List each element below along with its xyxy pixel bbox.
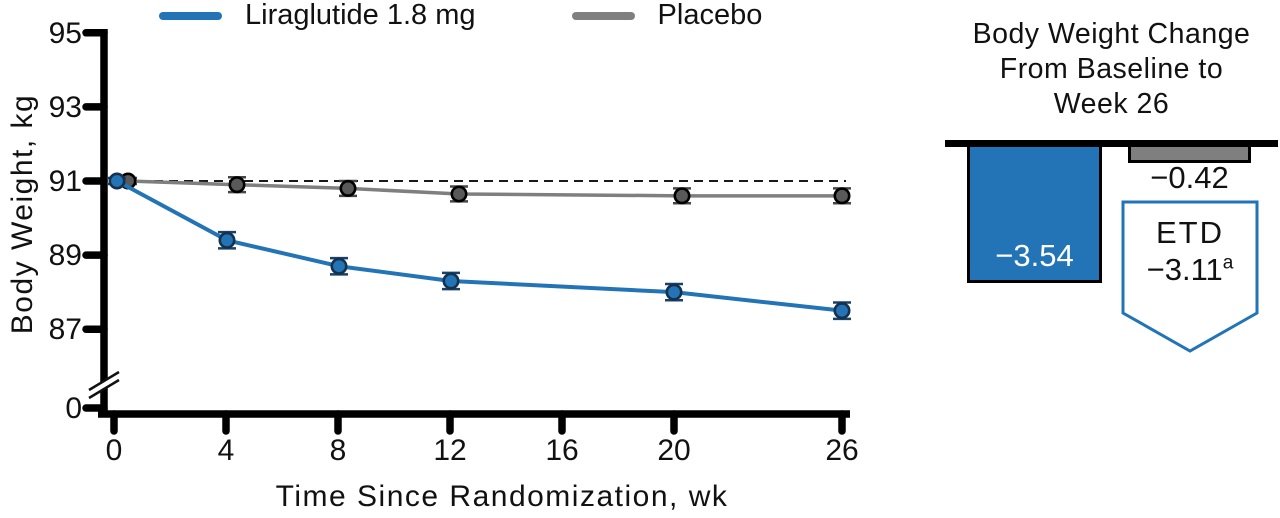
panel-title: Body Weight Change From Baseline to Week… — [943, 17, 1280, 122]
panel-title-line3: Week 26 — [1053, 88, 1170, 120]
placebo-data-point — [228, 176, 246, 194]
x-tick-label: 16 — [545, 434, 578, 467]
etd-value: −3.11 — [1146, 252, 1223, 287]
y-axis-title: Body Weight, kg — [6, 94, 39, 334]
x-axis-title: Time Since Randomization, wk — [276, 480, 729, 513]
panel-title-line1: Body Weight Change — [972, 18, 1251, 50]
placebo-data-point — [673, 187, 691, 205]
y-tick-label: 89 — [49, 239, 82, 272]
body-weight-line-chart: 95 93 91 89 87 00 4 8 12 16 20 26 Body Weight, kg Tim… — [6, 17, 859, 513]
legend-label-placebo: Placebo — [657, 0, 763, 31]
x-tick-label: 12 — [433, 434, 466, 467]
x-tick-label: 20 — [657, 434, 690, 467]
liraglutide-data-point — [218, 231, 236, 249]
etd-badge-outline — [1121, 200, 1259, 353]
y-tick-label: 87 — [49, 313, 82, 346]
x-tick-label: 8 — [330, 434, 347, 467]
chart-legend: Liraglutide 1.8 mg Placebo — [159, 0, 762, 31]
placebo-data-point — [339, 179, 357, 197]
liraglutide-change-bar: −3.54 — [967, 147, 1102, 283]
etd-label: ETD — [1156, 215, 1224, 250]
legend-label-liraglutide: Liraglutide 1.8 mg — [245, 0, 476, 31]
y-tick-label: 91 — [49, 165, 82, 198]
axis-break-gap — [89, 373, 119, 397]
axis-break-slash — [88, 378, 120, 400]
etd-annotation: ETD −3.11a — [1120, 214, 1260, 289]
liraglutide-line-swatch — [159, 11, 222, 20]
placebo-data-point — [450, 185, 468, 203]
etd-value-line: −3.11a — [1120, 251, 1260, 289]
etd-badge — [1121, 200, 1259, 353]
zero-baseline — [945, 140, 1278, 147]
liraglutide-data-point — [108, 172, 126, 190]
placebo-change-bar — [1128, 147, 1251, 163]
y-tick-label: 95 — [49, 17, 82, 50]
x-tick-label: 26 — [825, 434, 858, 467]
y-tick-label-zero: 0 — [65, 392, 82, 425]
liraglutide-data-point — [442, 272, 460, 290]
etd-footnote-marker: a — [1222, 252, 1234, 274]
axis-break-slash — [88, 370, 120, 392]
x-tick-label: 4 — [218, 434, 235, 467]
liraglutide-data-point — [665, 283, 683, 301]
liraglutide-data-point — [330, 257, 348, 275]
legend-item-liraglutide: Liraglutide 1.8 mg — [159, 0, 476, 31]
y-tick-label: 93 — [49, 91, 82, 124]
placebo-line-swatch — [571, 11, 635, 20]
placebo-bar-value: −0.42 — [1150, 160, 1229, 195]
liraglutide-bar-value: −3.54 — [995, 238, 1074, 273]
x-tick-label: 0 — [106, 434, 123, 467]
legend-item-placebo: Placebo — [571, 0, 763, 31]
panel-title-line2: From Baseline to — [999, 53, 1224, 85]
placebo-data-point — [833, 187, 851, 205]
liraglutide-data-point — [833, 302, 851, 320]
